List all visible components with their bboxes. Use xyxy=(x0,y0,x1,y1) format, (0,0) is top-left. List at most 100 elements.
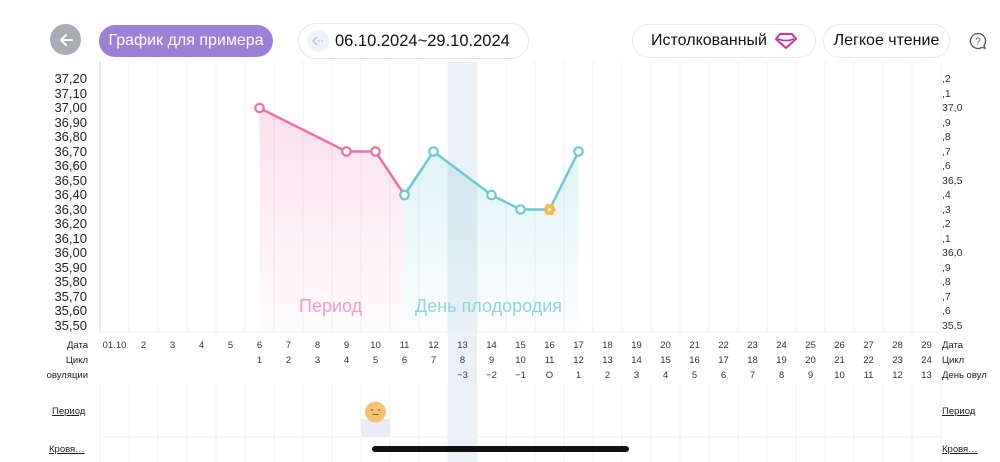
ovulation-flower-icon[interactable] xyxy=(543,203,556,216)
y-tick-label: 36,70 xyxy=(54,143,87,159)
date-cell: 21 xyxy=(689,340,700,351)
ovulation-day-cell: −1 xyxy=(515,370,526,381)
cycle-cell: 20 xyxy=(805,355,816,366)
y-tick-label-right: ,7 xyxy=(942,145,951,158)
date-cell: 8 xyxy=(314,340,321,351)
date-cell: 01.10 xyxy=(102,340,127,351)
y-tick-label: 37,10 xyxy=(54,85,87,101)
temperature-point[interactable] xyxy=(399,189,410,201)
cycle-cell: 6 xyxy=(401,355,408,366)
y-tick-label-right: ,2 xyxy=(942,218,951,230)
help-bubble-icon[interactable]: ? xyxy=(969,32,987,50)
date-cell: 29 xyxy=(921,340,932,351)
period-phase-label: Период xyxy=(299,296,363,316)
ovulation-day-cell: −2 xyxy=(486,370,497,381)
cycle-row-label: Цикл xyxy=(65,355,88,366)
cycle-cell: 9 xyxy=(488,355,495,366)
date-cell: 28 xyxy=(892,340,903,351)
bleeding-event-label[interactable]: Кровя… xyxy=(49,444,85,455)
cycle-cell: 18 xyxy=(747,355,758,366)
easy-reading-button[interactable]: Легкое чтение xyxy=(823,24,950,58)
cycle-cell: 3 xyxy=(314,355,321,366)
cycle-cell: 21 xyxy=(834,355,845,366)
y-tick-label: 35,90 xyxy=(54,259,87,275)
ovulation-day-cell: 2 xyxy=(604,370,611,381)
date-cell: 26 xyxy=(834,340,845,351)
date-cell: 10 xyxy=(370,340,381,351)
period-event-label-right[interactable]: Период xyxy=(942,406,976,417)
ovulation-row-label: овуляции xyxy=(46,370,88,381)
y-tick-label: 36,50 xyxy=(54,172,87,188)
ovulation-day-cell: 3 xyxy=(633,370,640,381)
date-cell: 9 xyxy=(343,340,350,351)
date-cell: 24 xyxy=(776,340,787,351)
period-event-label[interactable]: Период xyxy=(52,406,86,417)
y-tick-label-right: ,2 xyxy=(942,73,951,85)
ovulation-day-cell: 11 xyxy=(863,370,874,381)
ovulation-day-cell: 10 xyxy=(834,370,845,381)
y-tick-label: 36,60 xyxy=(54,158,87,173)
date-cell: 6 xyxy=(256,340,263,351)
temperature-point[interactable] xyxy=(515,204,526,215)
y-tick-label: 36,80 xyxy=(54,129,87,144)
bleeding-event-label-right[interactable]: Кровя… xyxy=(942,444,978,455)
cycle-row-label-right: Цикл xyxy=(942,355,965,366)
ovulation-day-cell: 13 xyxy=(921,370,932,381)
y-tick-label: 37,00 xyxy=(54,100,87,115)
date-cell: 14 xyxy=(486,340,497,351)
ovulation-day-cell: 5 xyxy=(691,370,698,381)
temperature-line xyxy=(403,150,580,211)
ovulation-day-cell: 12 xyxy=(892,370,903,381)
cycle-cell: 13 xyxy=(602,355,613,366)
temperature-point[interactable] xyxy=(254,102,265,114)
series-area xyxy=(259,108,405,332)
cycle-cell: 8 xyxy=(459,355,466,366)
date-range-selector[interactable]: 06.10.2024~29.10.2024 xyxy=(298,23,529,59)
y-tick-label: 35,70 xyxy=(54,288,87,304)
temperature-point[interactable] xyxy=(341,146,352,157)
date-cell: 12 xyxy=(428,340,439,351)
cycle-cell: 5 xyxy=(372,355,379,366)
date-cell: 7 xyxy=(285,340,292,351)
fertile-phase-label: День плодородия xyxy=(415,296,563,316)
neutral-face-icon[interactable] xyxy=(365,401,386,423)
y-tick-label-right: 35,5 xyxy=(942,319,963,332)
cycle-cell: 24 xyxy=(921,355,932,366)
back-button[interactable] xyxy=(50,24,81,55)
ovulation-day-cell: 6 xyxy=(720,370,727,381)
sample-chart-button[interactable]: График для примера xyxy=(99,25,273,57)
cycle-cell: 19 xyxy=(776,355,787,366)
y-tick-label-right: 36,0 xyxy=(942,247,963,259)
interpreted-label: Истолкованный xyxy=(651,32,767,49)
date-cell: 3 xyxy=(169,340,176,351)
y-tick-label-right: ,9 xyxy=(942,116,951,129)
cycle-cell: 14 xyxy=(631,355,642,366)
date-cell: 19 xyxy=(631,340,642,351)
temperature-point[interactable] xyxy=(428,146,439,157)
date-cell: 5 xyxy=(227,340,234,351)
ovulation-day-cell: 7 xyxy=(749,370,756,381)
ovulation-day-cell: 1 xyxy=(575,370,582,381)
date-cell: 11 xyxy=(399,340,410,351)
temperature-point[interactable] xyxy=(370,146,381,157)
y-tick-label-right: ,3 xyxy=(942,203,951,216)
y-tick-label: 35,80 xyxy=(54,274,87,289)
date-row-label-right: Дата xyxy=(942,340,964,351)
date-cell: 2 xyxy=(140,340,147,351)
series-area xyxy=(404,151,579,332)
temperature-point[interactable] xyxy=(573,146,584,157)
y-tick-label-right: ,6 xyxy=(942,305,951,317)
y-tick-label: 36,40 xyxy=(54,187,87,202)
ovulation-day-cell: 8 xyxy=(778,370,785,381)
interpreted-button[interactable]: Истолкованный xyxy=(632,24,816,58)
cycle-cell: 12 xyxy=(573,355,584,366)
cycle-cell: 17 xyxy=(718,355,729,366)
arrow-left-icon xyxy=(59,33,73,46)
y-tick-label: 36,90 xyxy=(54,114,87,130)
ovulation-day-cell: 4 xyxy=(662,370,669,381)
date-cell: 15 xyxy=(515,340,526,351)
y-tick-label-right: ,7 xyxy=(942,290,951,303)
chevron-left-dotted-icon[interactable] xyxy=(307,30,329,52)
temperature-point[interactable] xyxy=(486,189,497,201)
date-cell: 22 xyxy=(718,340,729,351)
